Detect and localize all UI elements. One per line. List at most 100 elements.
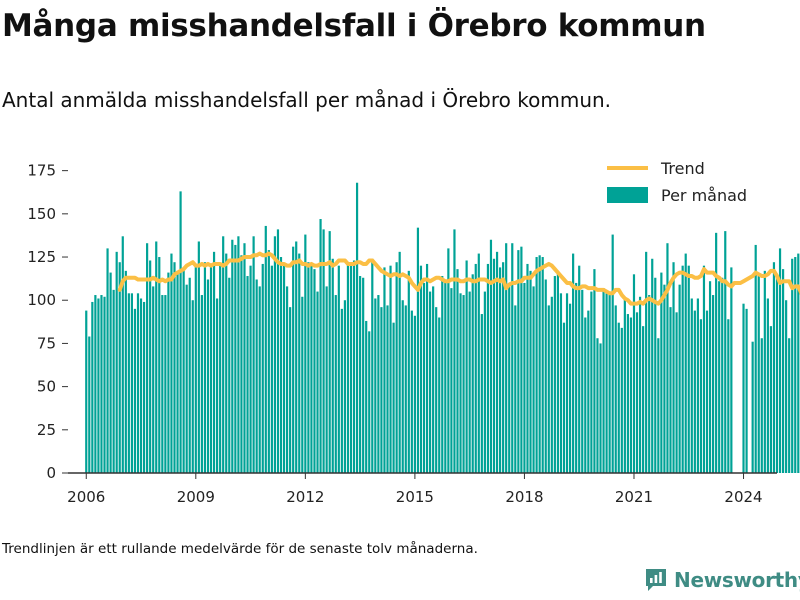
bar xyxy=(133,308,137,473)
bar xyxy=(675,312,678,473)
bar xyxy=(295,241,298,473)
bar xyxy=(146,243,149,473)
bar xyxy=(514,305,517,473)
bar xyxy=(617,322,620,473)
bar xyxy=(209,265,213,473)
bar xyxy=(368,331,371,473)
legend: Trend Per månad xyxy=(592,156,764,212)
bar xyxy=(572,253,575,473)
bar xyxy=(489,239,493,473)
bar xyxy=(255,279,258,473)
bar xyxy=(483,291,486,473)
x-tick-label: 2009 xyxy=(177,488,215,506)
bar xyxy=(252,236,255,473)
bar xyxy=(249,265,252,473)
bar xyxy=(578,265,581,473)
bar xyxy=(678,284,681,473)
bar xyxy=(155,241,158,473)
bar xyxy=(715,232,718,473)
y-tick-label: 50 xyxy=(37,378,56,396)
bar xyxy=(450,288,453,473)
y-tick-label: 150 xyxy=(27,205,56,223)
bar xyxy=(194,265,197,473)
bar xyxy=(635,312,639,473)
bar xyxy=(550,296,553,473)
bar xyxy=(626,314,629,473)
x-tick-label: 2006 xyxy=(67,488,105,506)
bar xyxy=(785,300,788,473)
bar xyxy=(584,317,587,473)
bar xyxy=(468,291,471,473)
x-axis: 2006 2009 2012 2015 2018 2021 2024 xyxy=(67,473,763,506)
bar xyxy=(94,295,97,473)
bar xyxy=(237,236,240,473)
bar xyxy=(593,269,596,473)
brand-logo: Newsworthy xyxy=(644,567,800,593)
bar xyxy=(334,295,337,473)
bar xyxy=(325,286,328,473)
bar xyxy=(279,257,283,473)
bar xyxy=(359,276,362,473)
bar xyxy=(231,239,234,473)
bar xyxy=(517,250,520,473)
bar xyxy=(301,296,304,473)
bar xyxy=(684,253,687,473)
bar xyxy=(432,286,435,473)
bar xyxy=(559,293,563,473)
bar xyxy=(328,231,331,473)
bar xyxy=(775,277,779,473)
bar xyxy=(791,258,794,473)
bar xyxy=(657,338,660,473)
bar xyxy=(781,269,785,473)
bar xyxy=(374,298,377,473)
bar xyxy=(590,291,593,473)
bar xyxy=(191,300,194,473)
x-tick-label: 2018 xyxy=(505,488,543,506)
bar xyxy=(410,310,413,473)
y-tick-label: 175 xyxy=(27,162,56,180)
bar xyxy=(751,341,754,473)
bar xyxy=(313,269,316,473)
legend-bar-swatch xyxy=(607,187,648,203)
bar xyxy=(477,253,480,473)
bars-group xyxy=(85,182,800,474)
bar xyxy=(118,262,121,473)
bar xyxy=(666,243,669,473)
bar xyxy=(429,291,432,473)
bar xyxy=(270,265,273,473)
bar xyxy=(322,229,325,473)
bar xyxy=(523,282,526,473)
bar xyxy=(696,298,699,473)
bar xyxy=(587,310,590,473)
y-tick-label: 0 xyxy=(46,464,56,482)
bar xyxy=(629,317,633,473)
chart-area: 0 25 50 75 100 125 150 175 2006 2009 2012 2015 2018… xyxy=(27,156,800,506)
bar xyxy=(343,300,346,473)
bar xyxy=(234,244,237,473)
bar xyxy=(124,270,127,473)
bar xyxy=(404,305,407,473)
bar xyxy=(797,253,800,473)
bar xyxy=(693,310,696,473)
bar xyxy=(441,276,444,473)
bar xyxy=(654,277,657,473)
bar xyxy=(310,265,313,473)
bar xyxy=(651,258,654,473)
chart-title: Många misshandelsfall i Örebro kommun xyxy=(2,8,706,44)
bar xyxy=(307,262,310,473)
bar xyxy=(435,307,438,473)
bar xyxy=(526,263,529,473)
bar xyxy=(85,310,88,473)
bar xyxy=(465,260,468,473)
bar xyxy=(392,322,395,473)
bar xyxy=(331,258,334,473)
bar xyxy=(718,281,721,473)
y-tick-label: 75 xyxy=(37,334,56,352)
bar xyxy=(745,308,748,473)
bar xyxy=(197,241,200,473)
bar xyxy=(642,326,645,473)
bar xyxy=(203,262,207,473)
bar xyxy=(766,298,769,473)
bar xyxy=(136,293,140,473)
bar xyxy=(243,243,246,473)
